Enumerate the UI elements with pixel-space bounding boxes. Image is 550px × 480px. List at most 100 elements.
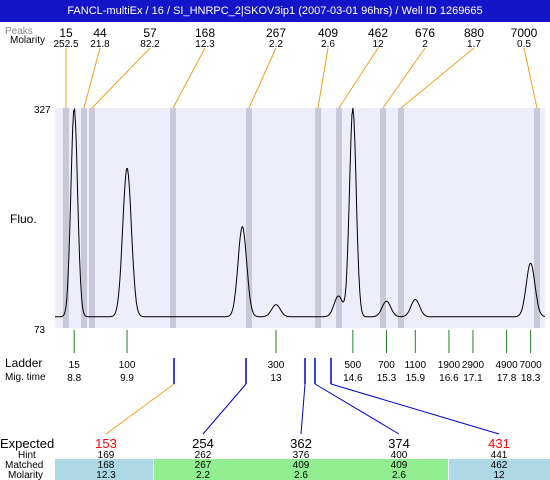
bottom-molarity-value: 12.3 (96, 470, 116, 480)
peak-band (63, 108, 69, 328)
top-molarity-label: 1.7 (467, 39, 481, 50)
ladder-migtime-label: 14.6 (343, 373, 363, 384)
ladder-size-label: 4900 (495, 360, 518, 371)
matched-cell (252, 459, 350, 480)
top-size-label: 409 (318, 26, 338, 40)
top-molarity-label: 2.2 (269, 39, 283, 50)
hint-value: 376 (293, 450, 310, 461)
peaks-row-label: Peaks (5, 26, 33, 37)
ladder-migtime-label: 13 (270, 373, 282, 384)
ladder-size-label: 15 (69, 360, 81, 371)
y-tick-min: 73 (34, 325, 46, 336)
ladder-migtime-label: 9.9 (120, 373, 134, 384)
top-size-label: 15 (59, 26, 73, 40)
ladder-size-label: 1100 (405, 360, 427, 371)
top-molarity-label: 2 (422, 39, 428, 50)
top-connector (338, 47, 379, 109)
top-connector (317, 47, 329, 109)
matched-cell (350, 459, 448, 480)
bottom-molarity-value: 2.2 (196, 470, 210, 480)
ladder-migtime-label: 8.8 (67, 373, 81, 384)
matched-cell (449, 459, 550, 480)
top-size-label: 7000 (511, 26, 538, 40)
matched-row-label: Matched (5, 460, 43, 471)
y-axis-label: Fluo. (10, 212, 37, 226)
hint-value: 262 (195, 450, 212, 461)
top-connector (523, 47, 538, 109)
expected-connector (300, 383, 306, 435)
bottom-molarity-row-label: Molarity (8, 470, 43, 480)
peak-band (380, 108, 386, 328)
ladder-size-label: 1900 (438, 360, 461, 371)
top-size-label: 880 (464, 26, 484, 40)
expected-connector (105, 383, 175, 435)
top-molarity-label: 82.2 (140, 39, 160, 50)
molarity-row-label: Molarity (10, 35, 45, 46)
bottom-molarity-value: 2.6 (294, 470, 308, 480)
matched-value: 168 (98, 460, 115, 471)
expected-connector (202, 383, 247, 435)
ladder-row-label: Ladder (5, 356, 42, 370)
hint-row-label: Hint (18, 450, 36, 461)
ladder-migtime-label: 18.3 (521, 373, 541, 384)
top-size-label: 168 (195, 26, 215, 40)
window-title: FANCL-multiEx / 16 / SI_HNRPC_2|SKOV3ip1… (0, 0, 550, 22)
matched-cell (154, 459, 252, 480)
ladder-size-label: 500 (344, 360, 361, 371)
peak-band (315, 108, 321, 328)
top-connector (83, 47, 101, 109)
ladder-size-label: 100 (119, 360, 136, 371)
top-connector (382, 47, 426, 109)
peak-band (246, 108, 252, 328)
matched-value: 409 (391, 460, 408, 471)
expected-connector (314, 383, 400, 435)
matched-value: 409 (293, 460, 310, 471)
ladder-size-label: 2900 (462, 360, 485, 371)
top-size-label: 267 (266, 26, 286, 40)
peak-band (89, 108, 95, 328)
expected-value: 254 (192, 436, 214, 451)
bottom-molarity-value: 2.6 (392, 470, 406, 480)
peak-band (398, 108, 404, 328)
matched-value: 462 (491, 460, 508, 471)
top-size-label: 44 (93, 26, 107, 40)
ladder-migtime-label: 17.1 (463, 373, 483, 384)
ladder-size-label: 700 (378, 360, 395, 371)
ladder-migtime-label: 16.6 (439, 373, 459, 384)
expected-connector (330, 383, 500, 435)
top-molarity-label: 21.8 (90, 39, 110, 50)
top-molarity-label: 12.3 (195, 39, 215, 50)
ladder-migtime-label: 15.9 (406, 373, 426, 384)
expected-value: 153 (95, 436, 117, 451)
ladder-size-label: 7000 (519, 360, 542, 371)
top-connector (172, 47, 206, 109)
top-size-label: 676 (415, 26, 435, 40)
top-molarity-label: 2.6 (321, 39, 335, 50)
top-connector (248, 47, 277, 109)
hint-value: 169 (98, 450, 115, 461)
hint-value: 441 (491, 450, 508, 461)
top-connector (400, 47, 475, 109)
plot-band (55, 108, 545, 328)
migtime-row-label: Mig. time (5, 372, 46, 383)
top-molarity-label: 0.5 (517, 39, 531, 50)
top-molarity-label: 252.5 (53, 39, 78, 50)
top-molarity-label: 12 (372, 39, 384, 50)
peak-band (534, 108, 540, 328)
peak-band (170, 108, 176, 328)
expected-value: 362 (290, 436, 312, 451)
expected-value: 431 (488, 436, 510, 451)
matched-cell (55, 459, 153, 480)
top-connector (91, 47, 151, 109)
peak-band (81, 108, 87, 328)
ladder-size-label: 300 (268, 360, 285, 371)
top-size-label: 462 (368, 26, 388, 40)
matched-value: 267 (195, 460, 212, 471)
top-size-label: 57 (143, 26, 157, 40)
bottom-molarity-value: 12 (493, 470, 505, 480)
y-tick-max: 327 (34, 105, 51, 116)
ladder-migtime-label: 15.3 (377, 373, 397, 384)
peak-band (336, 108, 342, 328)
